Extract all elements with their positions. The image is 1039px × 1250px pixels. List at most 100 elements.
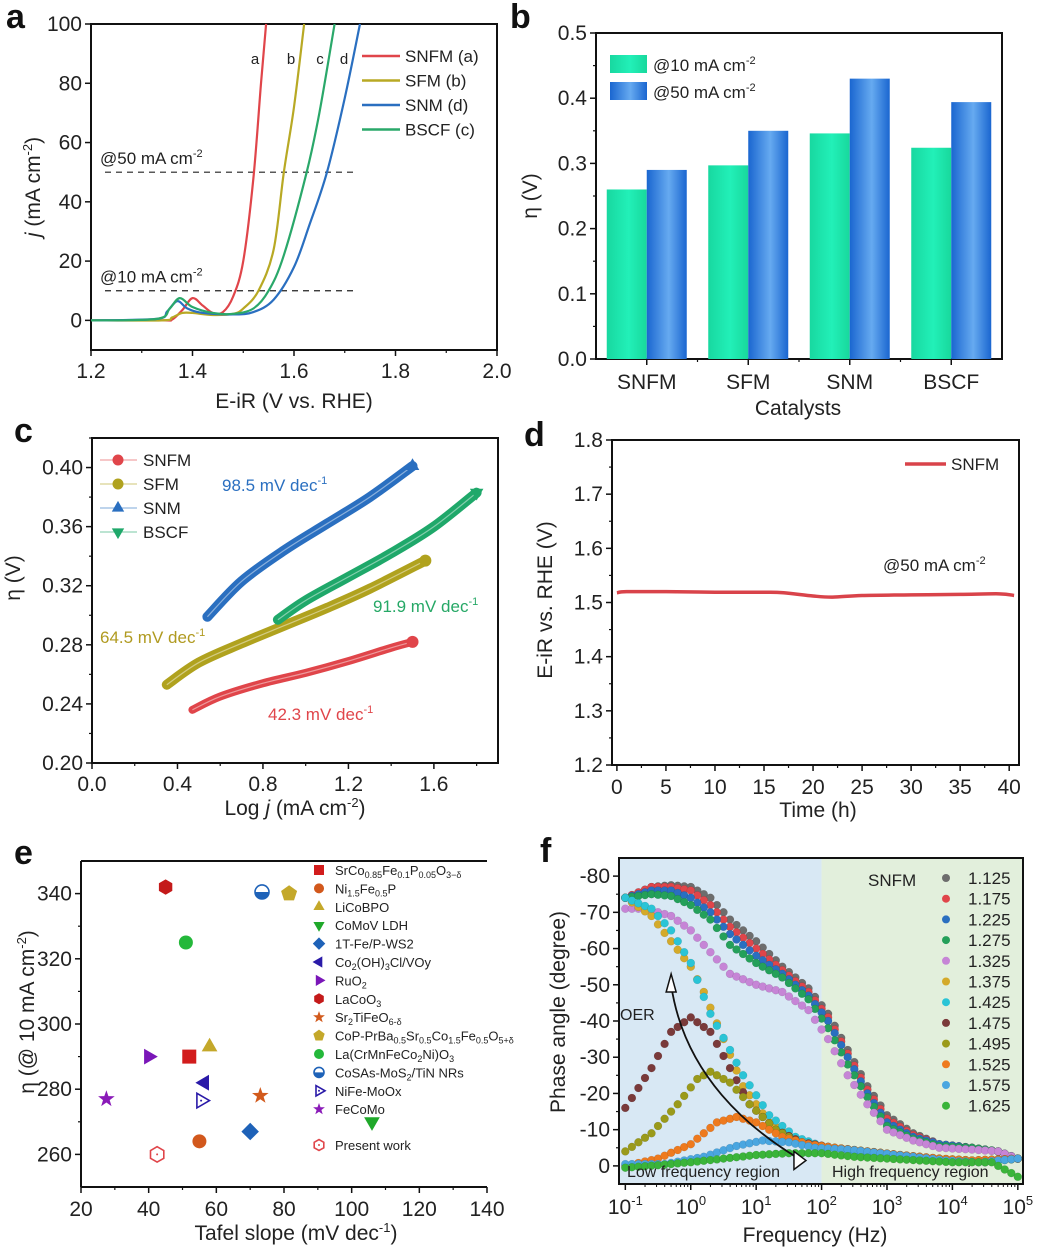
x-tick-label-snm: SNM xyxy=(826,371,873,394)
data-point xyxy=(745,946,754,955)
data-point xyxy=(686,1139,696,1149)
data-point xyxy=(738,1071,748,1080)
y-tick-label: 1.8 xyxy=(574,429,603,452)
data-point xyxy=(719,1051,728,1061)
data-point xyxy=(764,1125,774,1134)
panel-f-ylabel: Phase angle (degree) xyxy=(547,911,570,1113)
data-point xyxy=(647,904,656,913)
x-tick-label: 1.8 xyxy=(381,360,410,383)
data-point xyxy=(673,1100,682,1109)
data-point xyxy=(1013,1172,1023,1182)
data-point xyxy=(784,978,794,988)
data-point xyxy=(634,1138,643,1147)
data-point xyxy=(686,926,696,935)
data-point xyxy=(830,1046,839,1056)
data-point xyxy=(647,1129,656,1138)
series-band-sfm xyxy=(161,555,431,690)
y-tick-label: 0.28 xyxy=(42,634,83,657)
panel-d-xlabel: Time (h) xyxy=(779,799,856,822)
legend-label: @50 mA cm-2 xyxy=(653,82,756,102)
legend-swatch xyxy=(610,55,647,73)
x-tick-label: 20 xyxy=(69,1198,92,1221)
slope-label-bscf: 91.9 mV dec-1 xyxy=(373,596,478,616)
data-point xyxy=(751,1118,761,1127)
data-point xyxy=(647,1063,656,1073)
data-point xyxy=(699,1022,709,1032)
data-point xyxy=(653,1051,663,1061)
legend-label: 1.525 xyxy=(968,1055,1011,1074)
curve-tag: b xyxy=(287,51,295,68)
legend-marker xyxy=(314,883,324,894)
data-point xyxy=(719,1074,728,1084)
bar-snfm-50 xyxy=(646,169,687,359)
data-point xyxy=(699,992,709,1002)
legend-marker xyxy=(942,874,950,882)
data-point xyxy=(640,1133,650,1143)
data-point xyxy=(771,1129,781,1138)
data-point xyxy=(823,1034,833,1044)
legend-marker xyxy=(942,977,950,986)
legend-label: SNFM xyxy=(951,455,999,474)
data-point xyxy=(725,1078,735,1087)
current-annotation: @50 mA cm-2 xyxy=(883,555,986,575)
x-tick-label: 5 xyxy=(660,776,672,799)
data-point xyxy=(98,1090,115,1107)
data-point xyxy=(850,1080,859,1090)
x-tick-label: 0.8 xyxy=(248,773,277,796)
x-tick-label: 2.0 xyxy=(482,360,511,383)
data-point xyxy=(706,1009,715,1019)
data-point xyxy=(706,1027,715,1037)
legend-marker xyxy=(313,1011,325,1023)
data-point xyxy=(666,911,676,921)
data-point xyxy=(673,937,682,946)
data-point xyxy=(241,1122,259,1141)
data-point xyxy=(660,1039,669,1049)
panel-label-a: a xyxy=(6,0,26,36)
x-tick-label: 0.4 xyxy=(163,773,193,796)
data-point xyxy=(725,940,735,950)
x-tick-label: 30 xyxy=(899,776,922,799)
panel-e-ylabel: η (@ 10 mA cm-2) xyxy=(14,930,39,1094)
data-point xyxy=(797,989,807,999)
data-point xyxy=(751,958,761,968)
panel-c-tafel-plot: 0.0 0.4 0.8 1.2 1.6 0.20 0.24 0.28 0.32 0.36 0.40 4… xyxy=(42,437,499,796)
y-tick-label: 1.3 xyxy=(574,700,603,723)
data-point xyxy=(679,947,689,957)
data-point xyxy=(738,1092,748,1102)
data-point xyxy=(732,1085,741,1095)
y-tick-label: 0.36 xyxy=(42,516,83,539)
series-line-bscf xyxy=(90,23,336,322)
legend-label: SrCo0.85Fe0.1P0.05O3−δ xyxy=(335,863,461,880)
panel-label-d: d xyxy=(524,416,545,454)
legend-label: 1.475 xyxy=(968,1014,1011,1033)
x-tick-label: 60 xyxy=(205,1198,228,1221)
data-point xyxy=(364,1117,380,1131)
y-tick-label: -20 xyxy=(580,1082,610,1105)
y-tick-label: 0.0 xyxy=(558,348,587,371)
y-tick-label: 0.4 xyxy=(558,87,588,110)
series-band-snm xyxy=(202,461,418,622)
y-tick-label: 260 xyxy=(37,1143,72,1166)
panel-label-b: b xyxy=(510,0,531,36)
legend-marker xyxy=(314,1049,324,1059)
x-tick-label-snfm: SNFM xyxy=(617,371,677,394)
series-line-snfm xyxy=(616,589,1015,599)
x-tick-label: 10 xyxy=(703,776,726,799)
panel-d-ylabel: E-iR vs. RHE (V) xyxy=(534,521,557,679)
plot-frame xyxy=(91,437,499,764)
data-point xyxy=(634,1083,643,1093)
x-tick-label: 25 xyxy=(850,776,873,799)
legend-marker-dot xyxy=(318,1089,320,1092)
data-point xyxy=(1007,1168,1016,1178)
legend-label: @10 mA cm-2 xyxy=(653,55,756,75)
y-tick-label: 0.32 xyxy=(42,575,83,598)
bar-snfm-10 xyxy=(606,189,647,359)
oer-arrow-tail xyxy=(793,1149,808,1172)
panel-a-ylabel: j (mA cm-2) xyxy=(20,137,45,240)
data-point xyxy=(201,1037,218,1052)
panel-b-ylabel: η (V) xyxy=(519,173,542,219)
legend-marker xyxy=(942,1039,950,1048)
legend-label: SFM (b) xyxy=(405,72,466,91)
y-tick-label: 1.5 xyxy=(574,592,603,615)
